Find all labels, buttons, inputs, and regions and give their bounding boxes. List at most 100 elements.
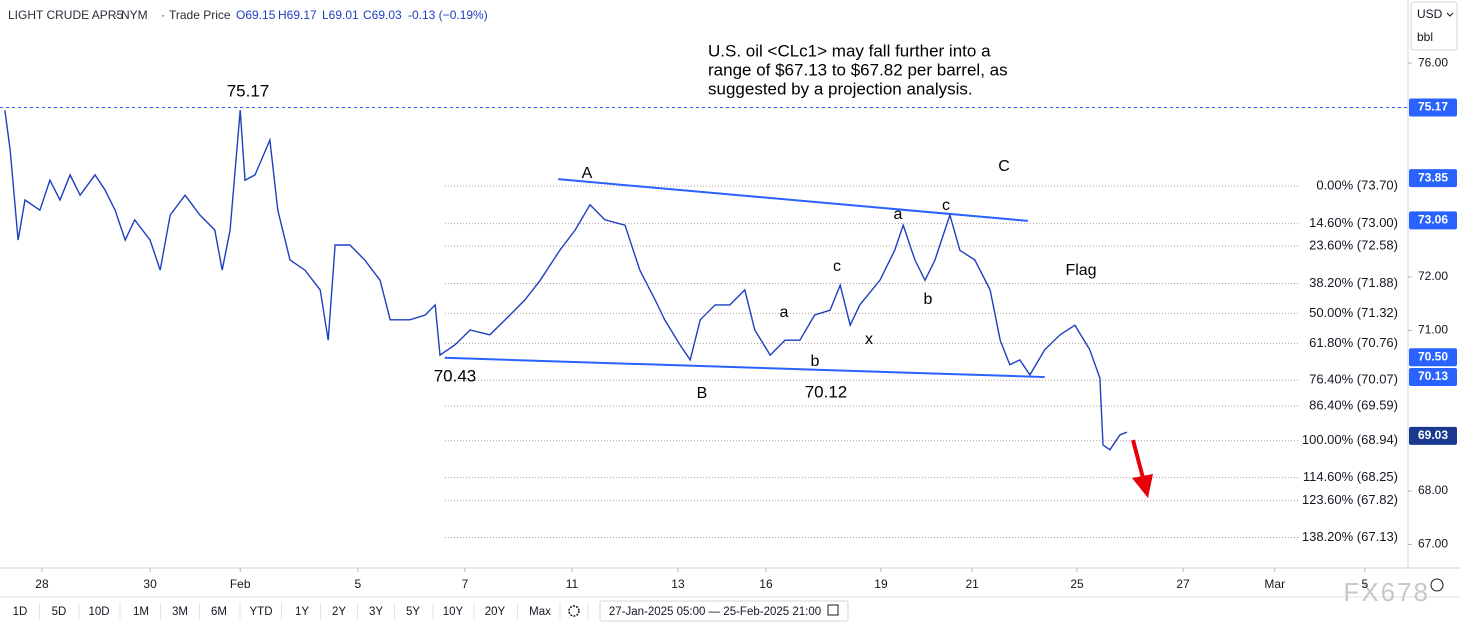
- wave-label: b: [811, 353, 820, 370]
- price-marker: [1409, 98, 1457, 117]
- arrow-head: [1132, 474, 1153, 498]
- date-range-box[interactable]: [599, 600, 849, 622]
- y-tick-label: 71.00: [1418, 323, 1448, 337]
- range-button[interactable]: 6M: [211, 606, 227, 618]
- price-marker: [1409, 426, 1457, 445]
- range-button[interactable]: 5Y: [406, 606, 420, 618]
- fib-label: 114.60% (68.25): [1303, 469, 1398, 484]
- price-type: Trade Price: [169, 8, 231, 22]
- wave-label: 70.12: [805, 382, 848, 401]
- x-tick-label: 30: [143, 577, 157, 591]
- range-button[interactable]: 1D: [13, 606, 28, 618]
- open: O69.15: [236, 8, 276, 22]
- price-marker: [1409, 348, 1457, 367]
- y-tick-label: 67.00: [1418, 537, 1448, 551]
- x-tick-label: 13: [671, 577, 685, 591]
- x-tick-label: 7: [462, 577, 469, 591]
- price-marker: [1409, 169, 1457, 188]
- wave-label: Flag: [1065, 262, 1096, 279]
- x-tick-label: 5: [355, 577, 362, 591]
- range-button[interactable]: 20Y: [485, 606, 506, 618]
- gear-icon[interactable]: [568, 605, 580, 617]
- x-tick-label: 28: [35, 577, 49, 591]
- range-button[interactable]: Max: [529, 606, 551, 618]
- fib-label: 86.40% (69.59): [1309, 397, 1398, 412]
- wave-label: A: [582, 165, 593, 182]
- change: -0.13 (−0.19%): [408, 8, 488, 22]
- fib-label: 50.00% (71.32): [1309, 305, 1398, 320]
- wave-label: a: [780, 304, 789, 321]
- price-marker-label: 70.50: [1418, 349, 1448, 363]
- red-arrow: [1131, 439, 1145, 479]
- annotation-line: suggested by a projection analysis.: [708, 79, 973, 98]
- x-tick-label: Mar: [1264, 577, 1285, 591]
- watermark: FX678: [1343, 577, 1430, 607]
- x-tick-label: 21: [965, 577, 979, 591]
- fib-label: 76.40% (70.07): [1309, 372, 1398, 387]
- wave-label: c: [833, 258, 841, 275]
- range-button[interactable]: YTD: [250, 606, 273, 618]
- fib-label: 138.20% (67.13): [1302, 529, 1398, 544]
- fib-label: 100.00% (68.94): [1302, 432, 1398, 447]
- range-button[interactable]: 1Y: [295, 606, 309, 618]
- trendline: [558, 178, 1028, 222]
- wave-label: c: [942, 197, 950, 214]
- high: H69.17: [278, 8, 317, 22]
- unit: bbl: [1417, 30, 1433, 44]
- unit-box[interactable]: [1410, 1, 1458, 51]
- exchange: NYM: [121, 8, 148, 22]
- price-marker-label: 73.85: [1418, 170, 1448, 184]
- fib-label: 0.00% (73.70): [1316, 178, 1398, 193]
- wave-label: b: [924, 291, 933, 308]
- price-marker: [1409, 211, 1457, 230]
- dropdown-icon: [1446, 12, 1454, 17]
- range-button[interactable]: 3Y: [369, 606, 383, 618]
- fib-label: 23.60% (72.58): [1309, 237, 1398, 252]
- price-marker-label: 70.13: [1418, 369, 1448, 383]
- range-button[interactable]: 10D: [88, 606, 109, 618]
- symbol: LIGHT CRUDE APR5: [8, 8, 123, 22]
- annotation-line: U.S. oil <CLc1> may fall further into a: [708, 41, 991, 60]
- y-tick-label: 68.00: [1418, 483, 1448, 497]
- fib-label: 38.20% (71.88): [1309, 275, 1398, 290]
- trendline: [444, 356, 1045, 379]
- range-button[interactable]: 1M: [133, 606, 149, 618]
- x-tick-label: 25: [1070, 577, 1084, 591]
- wave-label: 75.17: [227, 81, 270, 100]
- range-button[interactable]: 2Y: [332, 606, 346, 618]
- fib-label: 61.80% (70.76): [1309, 335, 1398, 350]
- x-tick-label: Feb: [230, 577, 251, 591]
- low: L69.01: [322, 8, 359, 22]
- separator: ·: [161, 8, 165, 22]
- x-tick-label: 19: [874, 577, 888, 591]
- close: C69.03: [363, 8, 402, 22]
- price-marker-label: 69.03: [1418, 428, 1448, 442]
- y-tick-label: 76.00: [1418, 55, 1448, 69]
- wave-label: 70.43: [434, 366, 477, 385]
- separator: ·: [114, 8, 118, 22]
- range-button[interactable]: 5D: [52, 606, 67, 618]
- fib-label: 14.60% (73.00): [1309, 215, 1398, 230]
- calendar-icon: [827, 604, 839, 616]
- settings-icon[interactable]: [1430, 578, 1444, 592]
- price-marker-label: 73.06: [1418, 213, 1448, 227]
- wave-label: C: [998, 158, 1010, 175]
- wave-label: a: [894, 206, 903, 223]
- x-tick-label: 11: [566, 577, 579, 591]
- x-tick-label: 16: [759, 577, 773, 591]
- wave-label: B: [697, 385, 708, 402]
- currency[interactable]: USD: [1417, 7, 1443, 21]
- price-marker-label: 75.17: [1418, 100, 1448, 114]
- x-tick-label: 27: [1176, 577, 1190, 591]
- wave-label: x: [865, 331, 873, 348]
- fib-label: 123.60% (67.82): [1302, 492, 1398, 507]
- x-tick-label: 5: [1362, 577, 1369, 591]
- annotation-line: range of $67.13 to $67.82 per barrel, as: [708, 60, 1008, 79]
- y-tick-label: 72.00: [1418, 269, 1448, 283]
- date-range[interactable]: 27-Jan-2025 05:00 — 25-Feb-2025 21:00: [609, 606, 821, 618]
- price-line: [4, 110, 1128, 451]
- range-button[interactable]: 10Y: [443, 606, 464, 618]
- price-marker: [1409, 368, 1457, 387]
- range-button[interactable]: 3M: [172, 606, 188, 618]
